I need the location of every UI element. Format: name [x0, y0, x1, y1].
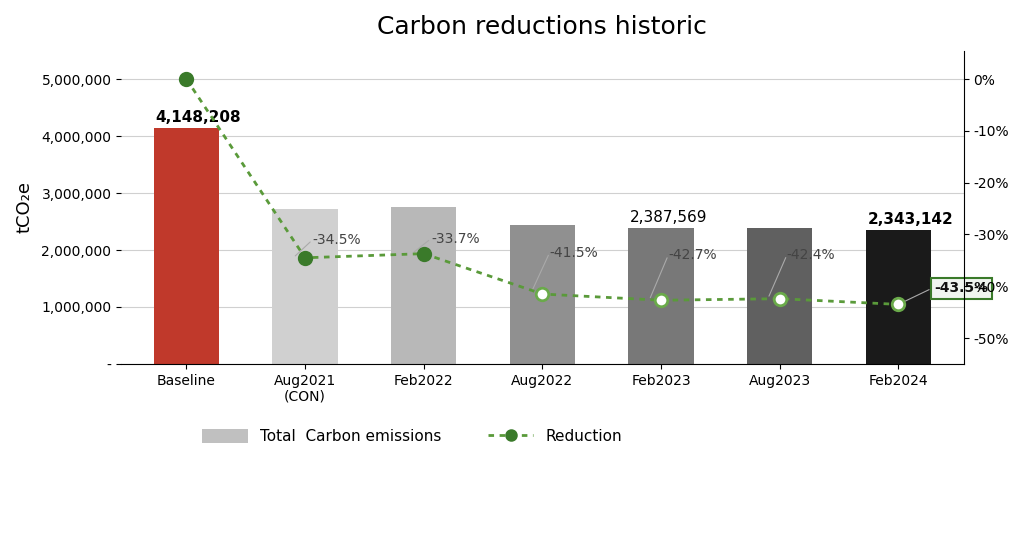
Text: 2,387,569: 2,387,569 — [630, 210, 708, 225]
Text: -43.5%: -43.5% — [934, 281, 988, 295]
Bar — [748, 228, 812, 364]
Text: -34.5%: -34.5% — [312, 233, 360, 247]
Bar — [629, 228, 693, 364]
Bar — [154, 128, 219, 364]
Bar — [865, 230, 931, 364]
Legend: Total  Carbon emissions, Reduction: Total Carbon emissions, Reduction — [197, 423, 629, 450]
Y-axis label: tCO₂e: tCO₂e — [15, 181, 33, 233]
Text: -42.7%: -42.7% — [669, 248, 717, 263]
Text: -41.5%: -41.5% — [550, 246, 598, 260]
Text: -42.4%: -42.4% — [786, 248, 836, 262]
Bar — [272, 209, 338, 364]
Bar — [510, 225, 575, 364]
Title: Carbon reductions historic: Carbon reductions historic — [378, 15, 708, 39]
Text: 4,148,208: 4,148,208 — [156, 109, 242, 124]
Bar — [391, 208, 457, 364]
Text: -33.7%: -33.7% — [431, 232, 479, 246]
Text: 2,343,142: 2,343,142 — [867, 213, 953, 228]
